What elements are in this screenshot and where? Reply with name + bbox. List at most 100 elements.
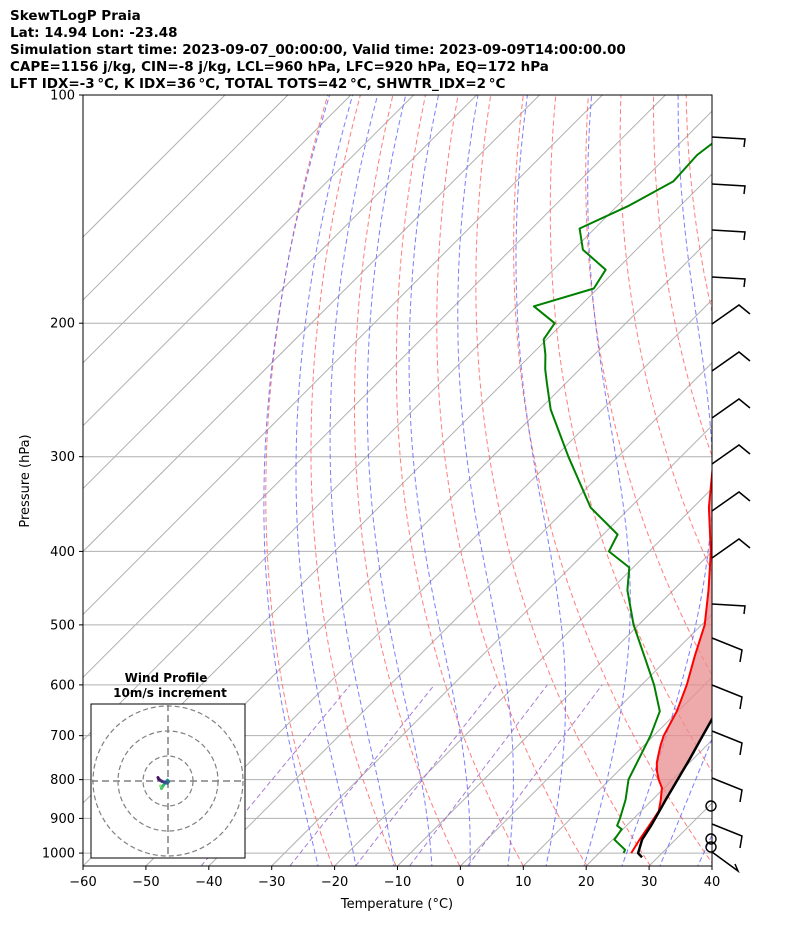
isotherm-line	[522, 676, 712, 866]
chart-title: SkewTLogP Praia	[10, 8, 141, 24]
dry-adiabat	[354, 95, 461, 866]
calm-wind-circle	[705, 833, 717, 845]
isotherm-line	[83, 95, 415, 427]
isotherm-line	[83, 95, 477, 490]
calm-wind-circle	[705, 841, 717, 853]
y-tick-label: 900	[50, 812, 75, 827]
wind-barb	[711, 136, 746, 148]
wind-barb	[711, 637, 743, 663]
isotherm-line	[83, 95, 666, 679]
wind-barb	[711, 777, 743, 803]
x-tick-label: −20	[321, 875, 348, 890]
hodograph-subtitle: 10m/s increment	[113, 686, 227, 700]
mixing-ratio-line	[289, 684, 435, 866]
cape-cin-fills	[649, 474, 712, 826]
dry-adiabat	[619, 95, 712, 574]
y-tick-label: 1000	[42, 847, 75, 862]
y-tick-label: 700	[50, 729, 75, 744]
moist-adiabat	[621, 95, 712, 866]
x-axis-label: Temperature (°C)	[340, 897, 453, 912]
moist-adiabat	[366, 95, 433, 866]
wind-barb	[711, 851, 740, 874]
moist-adiabat	[329, 95, 395, 866]
dry-adiabat	[585, 95, 712, 677]
dry-adiabat	[395, 95, 524, 866]
isotherm-line	[83, 95, 603, 616]
dry-adiabat	[436, 95, 588, 866]
x-tick-label: 20	[578, 875, 595, 890]
moist-adiabat	[263, 95, 331, 866]
dewpoint-line	[532, 142, 712, 854]
location-line: Lat: 14.94 Lon: -23.48	[10, 25, 178, 41]
wind-barb	[711, 730, 743, 756]
x-tick-label: −60	[69, 875, 96, 890]
wind-barb	[711, 398, 751, 419]
dry-adiabat	[784, 95, 794, 866]
temperature-line	[630, 180, 712, 854]
x-tick-label: 30	[641, 875, 658, 890]
indices-line-2: LFT IDX=-3 °C, K IDX=36 °C, TOTAL TOTS=4…	[10, 76, 506, 92]
x-tick-label: −40	[195, 875, 222, 890]
indices-line-1: CAPE=1156 j/kg, CIN=-8 j/kg, LCL=960 hPa…	[10, 59, 549, 75]
y-tick-label: 800	[50, 773, 75, 788]
y-tick-label: 100	[50, 89, 75, 104]
wind-barb	[711, 351, 751, 372]
mixing-ratio-line	[355, 684, 497, 866]
moist-adiabat	[583, 95, 631, 866]
wind-barb	[711, 491, 751, 512]
chart-header: SkewTLogP Praia Lat: 14.94 Lon: -23.48 S…	[10, 8, 626, 93]
isotherm-line	[145, 299, 712, 866]
calm-wind-circle	[705, 800, 717, 812]
dry-adiabat	[685, 95, 712, 314]
wind-barb	[711, 304, 751, 325]
wind-barb	[711, 603, 746, 615]
isotherm-line	[711, 865, 712, 866]
moist-adiabat	[659, 737, 712, 866]
moist-adiabat	[457, 95, 514, 866]
wind-barb	[711, 183, 746, 195]
mixing-ratio-line	[409, 684, 548, 866]
x-tick-label: 40	[704, 875, 721, 890]
wind-barb	[711, 444, 751, 465]
x-tick-label: 10	[515, 875, 532, 890]
mixing-ratio-line	[467, 684, 603, 866]
wind-barb	[711, 229, 746, 241]
isotherm-line	[83, 95, 289, 301]
isotherm-line	[271, 424, 712, 866]
moist-adiabat	[408, 95, 471, 866]
y-tick-label: 500	[50, 618, 75, 633]
isotherm-line	[334, 487, 712, 866]
wind-barb	[711, 538, 751, 559]
isotherm-line	[83, 110, 712, 741]
hodograph-segment	[156, 776, 160, 781]
dry-adiabat	[310, 95, 397, 866]
y-axis-label: Pressure (hPa)	[18, 434, 33, 527]
isotherm-line	[83, 95, 352, 364]
dry-adiabat	[719, 95, 794, 866]
profile-lines	[532, 142, 712, 859]
isotherm-line	[208, 362, 712, 866]
isotherm-line	[83, 95, 226, 238]
background-lines	[83, 95, 794, 866]
isotherm-line	[775, 95, 794, 866]
wind-barb	[711, 823, 743, 849]
x-tick-label: −10	[384, 875, 411, 890]
hodograph-title: Wind Profile	[125, 671, 208, 685]
dry-adiabat	[751, 95, 794, 866]
isotherm-line	[83, 95, 540, 553]
isotherm-line	[460, 613, 712, 866]
x-tick-label: −30	[258, 875, 285, 890]
wind-barbs	[705, 136, 751, 874]
time-line: Simulation start time: 2023-09-07_00:00:…	[10, 42, 626, 58]
x-tick-label: 0	[456, 875, 464, 890]
hodograph-rings	[91, 704, 245, 858]
moist-adiabat	[515, 95, 567, 866]
dry-adiabat	[265, 95, 333, 866]
wind-barb	[711, 684, 743, 710]
moist-adiabat	[295, 95, 357, 866]
parcel-line	[636, 716, 712, 859]
cape-area	[649, 474, 712, 826]
y-tick-label: 300	[50, 450, 75, 465]
